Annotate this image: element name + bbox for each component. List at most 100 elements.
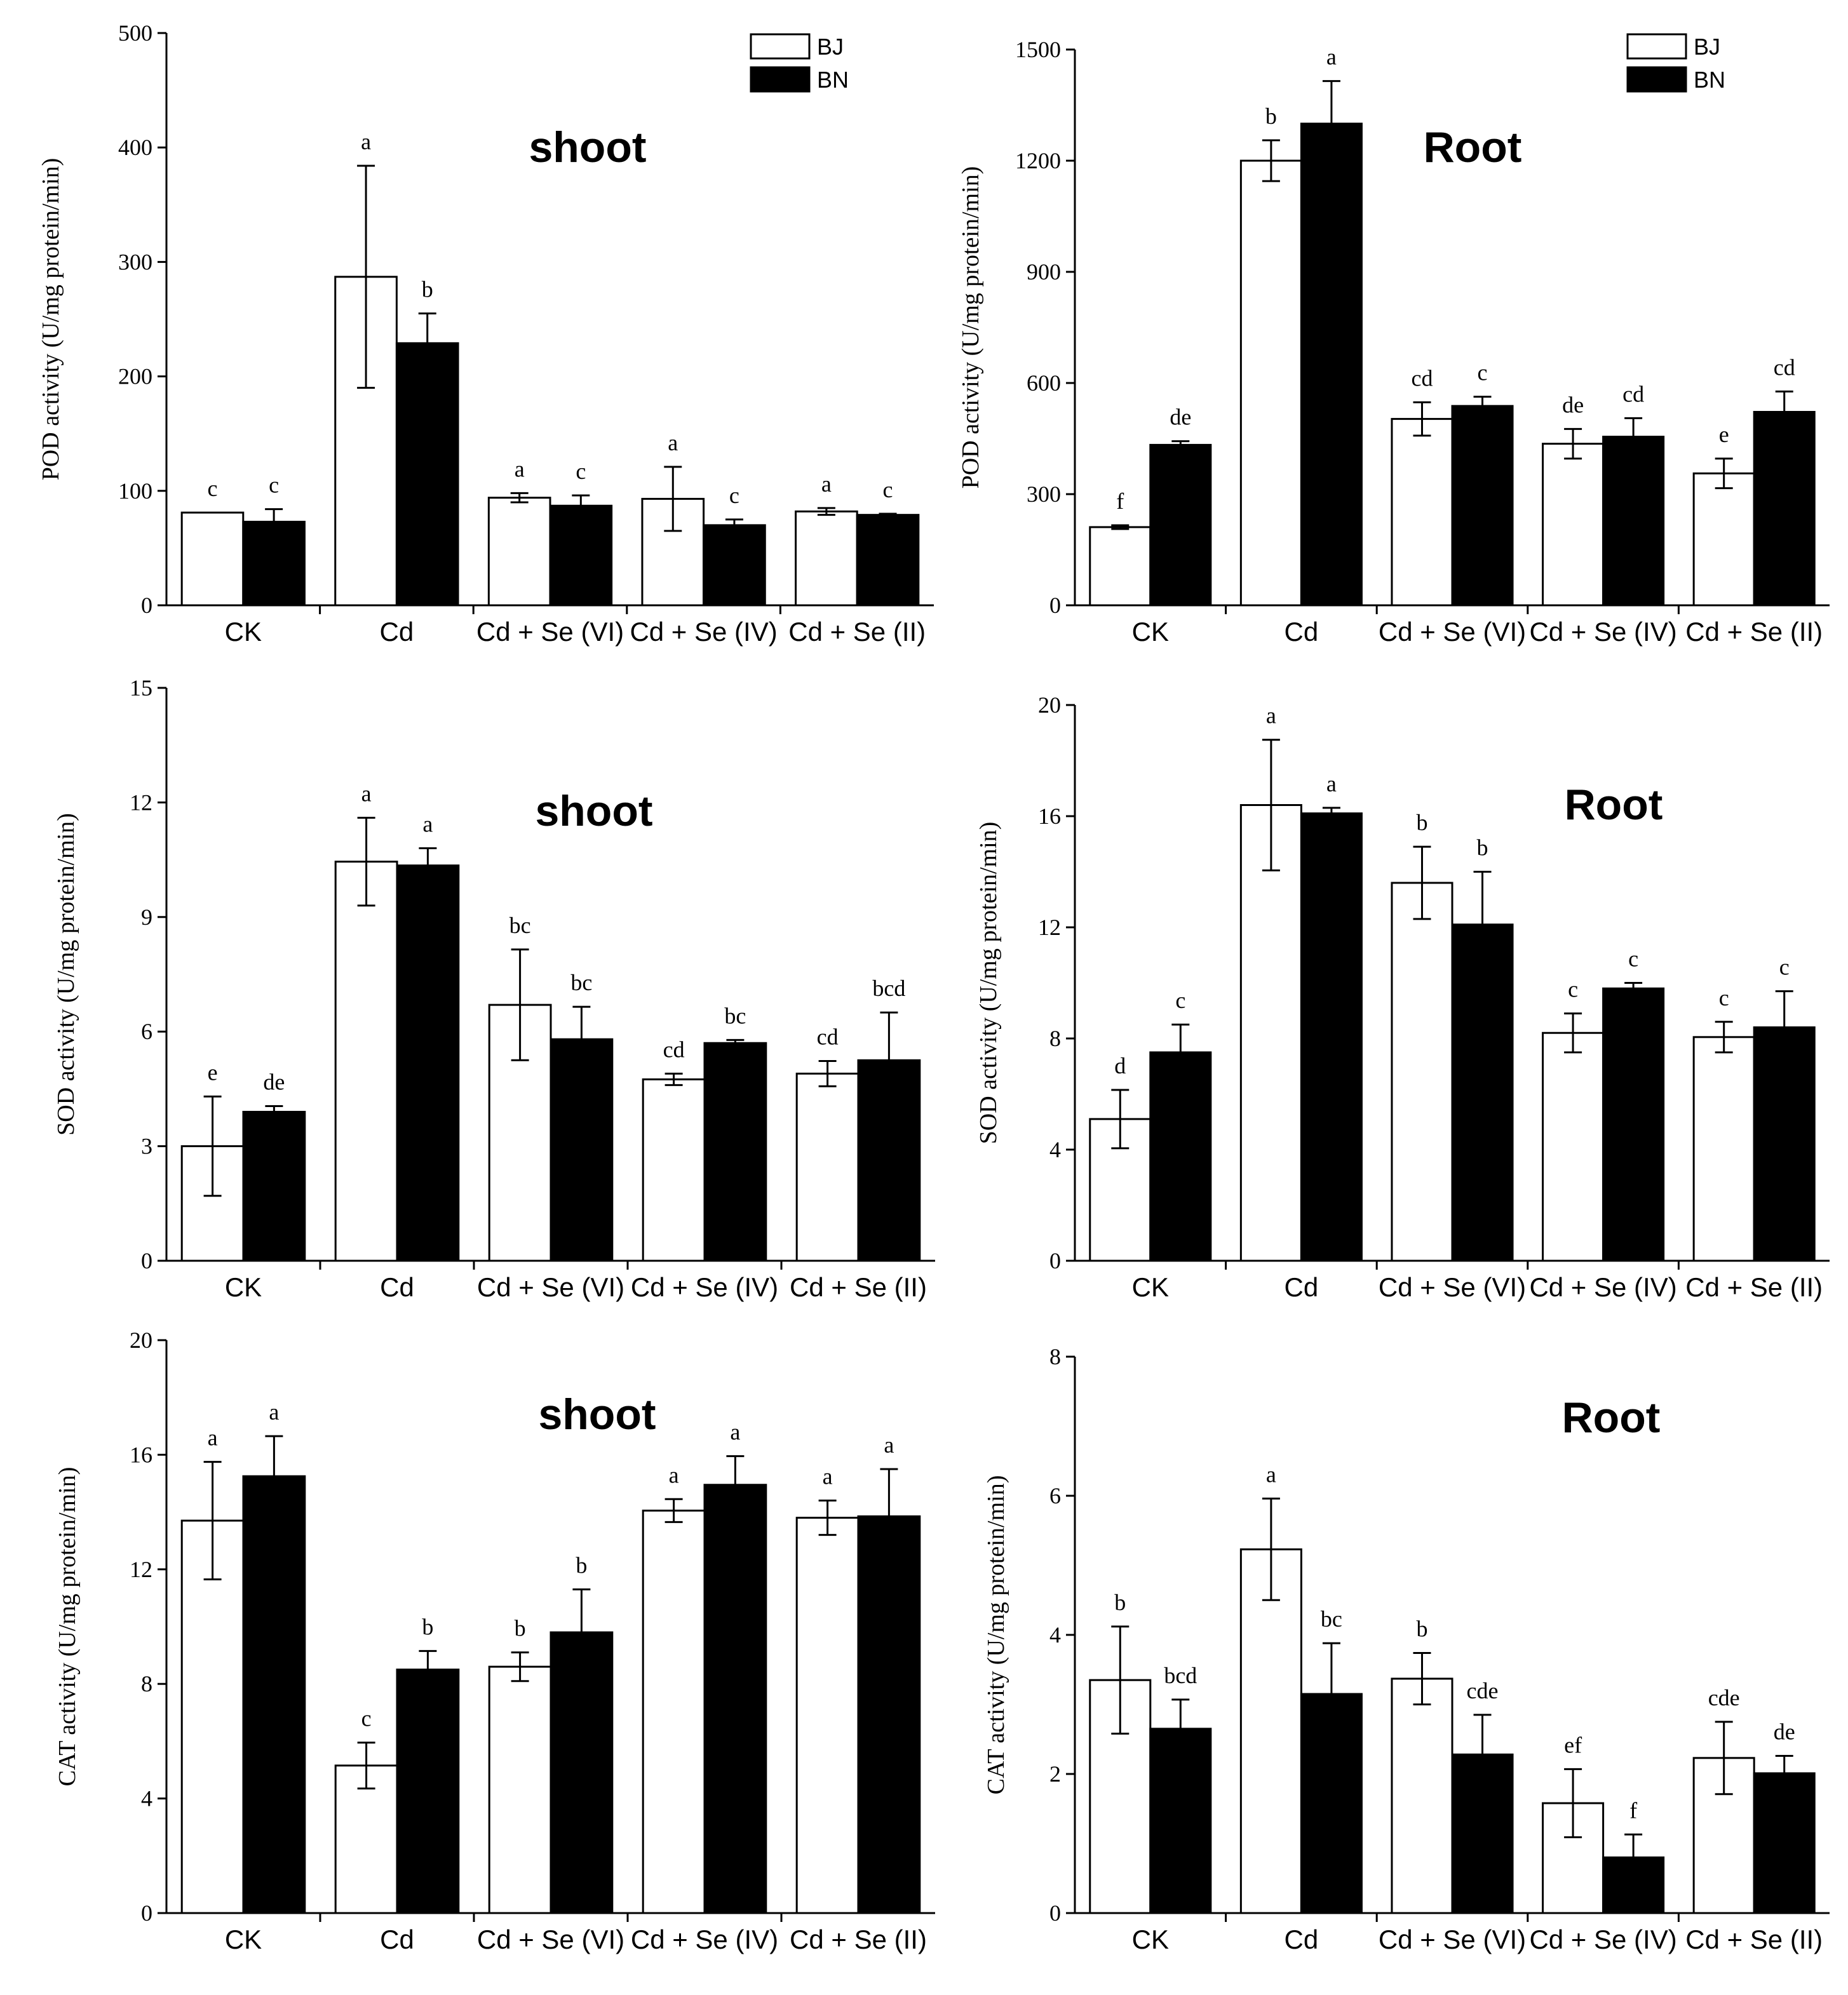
significance-label: cd: [1622, 381, 1644, 406]
bar-bn: [242, 520, 306, 607]
y-tick-label: 200: [118, 364, 152, 389]
significance-label: c: [883, 477, 893, 502]
bar-bj: [642, 1509, 706, 1914]
significance-label: c: [1568, 977, 1578, 1002]
x-tick-label: Cd: [380, 1924, 414, 1954]
bar-bn: [1451, 405, 1514, 607]
error-bar: [265, 1105, 283, 1118]
significance-label: e: [208, 1059, 218, 1085]
x-tick-label: Cd + Se (IV): [630, 617, 777, 647]
x-tick-label: Cd: [1285, 1272, 1319, 1302]
y-tick-label: 16: [130, 1442, 152, 1467]
x-tick-label: Cd + Se (II): [1685, 1272, 1823, 1302]
bar-bn: [703, 524, 766, 607]
error-bar: [1171, 1698, 1190, 1759]
error-bar: [664, 1498, 683, 1523]
x-tick-label: Cd + Se (IV): [631, 1272, 778, 1302]
significance-label: c: [729, 483, 739, 508]
bar-bn: [395, 342, 459, 607]
bar-bj: [180, 511, 245, 607]
y-tick-label: 6: [141, 1019, 152, 1044]
x-tick-label: Cd + Se (IV): [1529, 1272, 1676, 1302]
bar-bn: [856, 514, 920, 607]
bar-bj: [1391, 882, 1453, 1262]
panel-title: Root: [1424, 123, 1522, 171]
bar-bn: [396, 1669, 460, 1914]
error-bar: [1111, 1089, 1130, 1150]
significance-label: c: [269, 473, 279, 498]
y-tick-label: 2: [1049, 1761, 1061, 1787]
bar-bj: [488, 1665, 552, 1914]
error-bar: [1171, 440, 1190, 450]
significance-label: c: [1779, 955, 1790, 980]
y-tick-label: 0: [1049, 1900, 1061, 1926]
x-tick-label: Cd + Se (VI): [477, 1272, 624, 1302]
significance-label: de: [263, 1069, 285, 1094]
error-bar: [419, 1649, 437, 1689]
legend-label: BN: [817, 67, 849, 93]
significance-label: cde: [1467, 1678, 1499, 1703]
y-tick-label: 500: [118, 20, 152, 46]
legend-label: BJ: [1694, 34, 1720, 60]
legend-swatch-bj: [1626, 33, 1687, 60]
error-bar: [1564, 1012, 1582, 1054]
x-tick-label: Cd + Se (IV): [1529, 1924, 1676, 1954]
significance-label: f: [1116, 488, 1124, 514]
x-tick-label: Cd + Se (VI): [1379, 1272, 1526, 1302]
x-tick-label: Cd + Se (II): [788, 617, 926, 647]
significance-label: b: [422, 1614, 433, 1639]
error-bar: [1413, 1651, 1431, 1705]
error-bar: [418, 312, 436, 374]
significance-label: a: [269, 1399, 279, 1425]
error-bar: [572, 1588, 591, 1677]
x-tick-label: Cd: [1285, 617, 1319, 647]
bar-bn: [1149, 1728, 1212, 1914]
legend-swatch-bn: [750, 66, 811, 93]
bar-bj: [1239, 1548, 1302, 1914]
y-tick-label: 20: [1038, 692, 1061, 718]
legend-label: BN: [1694, 67, 1725, 93]
y-tick-label: 8: [1049, 1026, 1061, 1051]
error-bar: [1715, 457, 1733, 490]
bar-bj: [1239, 159, 1302, 607]
bar-bn: [1149, 443, 1212, 607]
bar-bj: [1391, 418, 1453, 607]
x-tick-label: Cd + Se (II): [790, 1272, 927, 1302]
significance-label: bc: [1321, 1606, 1342, 1632]
bar-bj: [487, 497, 551, 607]
y-tick-label: 900: [1027, 259, 1061, 285]
bar-bj: [795, 1072, 860, 1262]
y-tick-label: 0: [141, 1248, 152, 1273]
y-tick-label: 100: [118, 478, 152, 504]
x-tick-label: Cd + Se (II): [1685, 1924, 1823, 1954]
error-bar: [1111, 1625, 1130, 1735]
bar-bn: [857, 1515, 921, 1914]
significance-label: a: [730, 1420, 740, 1445]
x-tick-label: Cd + Se (VI): [476, 617, 624, 647]
error-bar: [1624, 417, 1643, 457]
error-bar: [1322, 807, 1340, 820]
bar-bj: [642, 1078, 706, 1262]
legend-swatch-bn: [1626, 66, 1687, 93]
bar-bn: [703, 1484, 767, 1914]
significance-label: cd: [1411, 365, 1433, 391]
y-axis-label: POD activity (U/mg protein/min): [957, 166, 984, 489]
error-bar: [726, 1038, 745, 1047]
x-tick-label: Cd + Se (II): [1685, 617, 1823, 647]
bar-bj: [1089, 526, 1152, 607]
error-bar: [1262, 139, 1280, 182]
error-bar: [357, 165, 375, 389]
x-tick-label: Cd: [1285, 1924, 1319, 1954]
bar-bj: [180, 1519, 245, 1914]
x-tick-label: CK: [225, 1924, 262, 1954]
bar-bn: [1300, 123, 1363, 607]
error-bar: [725, 518, 743, 532]
bar-bn: [1602, 987, 1665, 1262]
x-tick-label: CK: [225, 617, 262, 647]
significance-label: a: [1266, 703, 1276, 729]
bar-bn: [242, 1475, 306, 1914]
significance-label: bc: [509, 913, 531, 938]
significance-label: b: [576, 1552, 587, 1578]
significance-label: a: [361, 129, 371, 154]
